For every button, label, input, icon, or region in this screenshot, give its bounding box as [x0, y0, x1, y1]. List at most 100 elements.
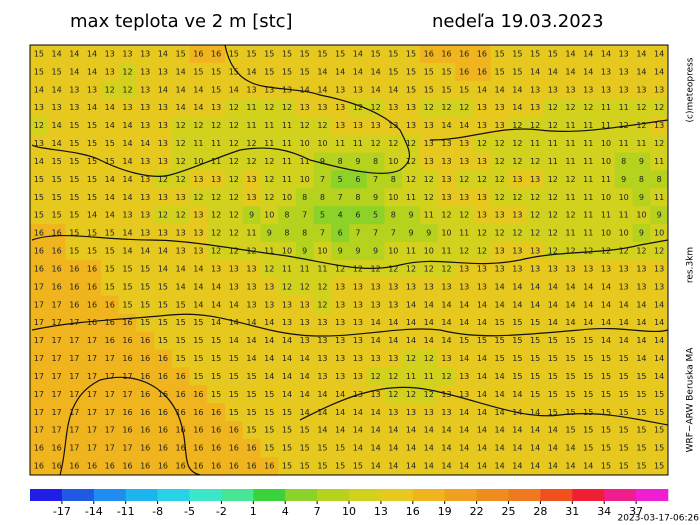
cell-fill [83, 349, 102, 368]
cell-fill [349, 367, 368, 386]
cell-fill [650, 45, 669, 64]
cell-fill [650, 277, 669, 297]
cell-value: 13 [370, 300, 380, 309]
cell-fill [632, 313, 651, 333]
cell-value: 14 [122, 157, 132, 166]
cell-fill [419, 62, 439, 82]
cell-fill [154, 260, 173, 279]
cell-value: 14 [388, 318, 398, 327]
cell-value: 16 [122, 318, 132, 327]
cell-value: 14 [264, 318, 274, 327]
cell-value: 6 [338, 229, 343, 238]
cell-value: 11 [424, 211, 434, 220]
cell-value: 13 [406, 121, 416, 130]
cell-value: 12 [548, 121, 558, 130]
cell-fill [650, 152, 669, 171]
cell-fill [384, 80, 403, 100]
cell-fill [171, 170, 190, 189]
cell-fill [260, 80, 279, 100]
cell-fill [597, 62, 616, 82]
cell-value: 14 [34, 85, 44, 94]
cell-value: 14 [300, 390, 310, 399]
cell-value: 15 [495, 354, 505, 363]
cell-fill [437, 98, 456, 118]
cell-fill [473, 152, 492, 171]
cell-value: 15 [441, 85, 451, 94]
resolution: res.3km [686, 247, 696, 283]
cell-fill [526, 331, 545, 351]
cell-value: 12 [317, 300, 327, 309]
cell-fill [242, 80, 261, 100]
cell-fill [543, 242, 563, 261]
cell-value: 14 [530, 462, 540, 471]
cell-value: 16 [229, 444, 239, 453]
cell-fill [349, 260, 368, 279]
cell-value: 16 [193, 49, 203, 58]
cell-value: 8 [302, 229, 307, 238]
cell-value: 12 [264, 103, 274, 112]
cell-value: 11 [583, 121, 593, 130]
cell-fill [331, 170, 350, 189]
cell-value: 9 [355, 157, 360, 166]
cell-value: 12 [406, 139, 416, 148]
cell-value: 16 [158, 354, 168, 363]
cell-value: 15 [530, 336, 540, 345]
cell-value: 12 [495, 139, 505, 148]
cell-fill [189, 206, 208, 225]
cell-fill [260, 98, 279, 118]
colorbar-label: 34 [597, 505, 611, 518]
cell-fill [30, 98, 49, 118]
cell-fill [473, 421, 492, 440]
cell-fill [118, 188, 137, 207]
cell-fill [189, 242, 208, 261]
cell-value: 13 [406, 282, 416, 291]
cell-value: 13 [388, 121, 398, 130]
cell-value: 15 [548, 49, 558, 58]
cell-value: 14 [565, 444, 575, 453]
cell-value: 14 [105, 175, 115, 184]
cell-fill [632, 385, 651, 404]
cell-value: 11 [282, 264, 292, 273]
cell-fill [349, 152, 368, 171]
cell-fill [118, 242, 137, 261]
cell-fill [597, 313, 616, 333]
cell-fill [508, 152, 527, 171]
cell-fill [614, 260, 634, 279]
cell-fill [171, 260, 190, 279]
cell-value: 16 [87, 300, 97, 309]
cell-value: 12 [406, 390, 416, 399]
cell-value: 13 [495, 211, 505, 220]
cell-fill [473, 98, 492, 118]
cell-value: 15 [105, 229, 115, 238]
cell-value: 12 [176, 211, 186, 220]
cell-value: 14 [229, 336, 239, 345]
cell-fill [366, 188, 385, 207]
cell-value: 15 [548, 354, 558, 363]
cell-value: 13 [51, 103, 61, 112]
cell-fill [597, 224, 616, 243]
cell-value: 13 [654, 85, 664, 94]
cell-fill [543, 62, 563, 82]
cell-fill [455, 116, 474, 136]
cell-value: 14 [636, 318, 646, 327]
cell-fill [65, 349, 84, 368]
cell-value: 14 [122, 247, 132, 256]
cell-fill [437, 313, 456, 333]
cell-fill [490, 260, 509, 279]
cell-fill [313, 45, 332, 64]
colorbar-label: 1 [250, 505, 257, 518]
cell-value: 14 [51, 121, 61, 130]
cell-fill [437, 206, 456, 225]
cell-value: 12 [229, 211, 239, 220]
cell-value: 14 [477, 444, 487, 453]
cell-fill [579, 421, 598, 440]
cell-value: 13 [353, 336, 363, 345]
cell-value: 12 [530, 229, 540, 238]
cell-value: 15 [51, 157, 61, 166]
cell-value: 15 [211, 67, 221, 76]
cell-fill [224, 403, 244, 422]
cell-value: 14 [548, 462, 558, 471]
cell-fill [118, 349, 137, 368]
cell-fill [455, 367, 474, 386]
cell-fill [278, 206, 297, 225]
